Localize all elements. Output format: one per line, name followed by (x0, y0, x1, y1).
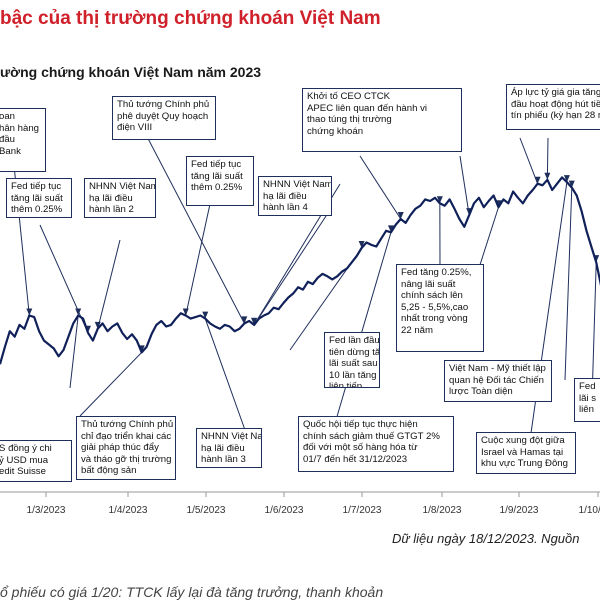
annotation-box: Fed lần đầu tiên dừng tăng lãi suất sau … (324, 332, 380, 388)
x-tick-label: 1/5/2023 (187, 505, 226, 516)
annotation-box: Áp lực tỷ giá gia tăng đầu hoạt động hút… (506, 84, 600, 130)
annotation-box: oan hân hàng đầu Bank (0, 108, 46, 172)
leader-line (185, 203, 211, 316)
leader-line (129, 103, 245, 324)
x-tick-label: 1/9/2023 (500, 505, 539, 516)
x-tick-label: 1/4/2023 (109, 505, 148, 516)
source-note: Dữ liệu ngày 18/12/2023. Nguồn (392, 531, 580, 546)
leader-arrowhead (75, 308, 82, 316)
x-tick-label: 1/8/2023 (423, 505, 462, 516)
leader-arrowhead (358, 241, 365, 249)
leader-line (519, 137, 539, 184)
leader-line (69, 315, 79, 389)
annotation-leaders (9, 103, 600, 441)
annotation-box: S đồng ý chi ỷ USD mua edit Suisse (0, 440, 72, 482)
leader-arrowhead (182, 308, 189, 316)
annotation-box: Quốc hội tiếp tục thực hiện chính sách g… (298, 416, 454, 472)
x-tick-label: 1/6/2023 (265, 505, 304, 516)
leader-arrowhead (26, 308, 33, 316)
leader-line (359, 155, 402, 220)
x-tick-labels: 1/3/2023 1/4/2023 1/5/2023 1/6/2023 1/7/2023… (27, 505, 600, 516)
annotation-box: Cuộc xung đột giữa Israel và Hamas tại k… (476, 432, 576, 474)
leader-arrowhead (94, 321, 101, 329)
annotation-box: NHNN Việt Nam hạ lãi điều hành lần 2 (84, 178, 156, 218)
x-tick-label: 1/7/2023 (343, 505, 382, 516)
annotation-box: Fed tăng 0.25%, nâng lãi suất chính sách… (396, 264, 484, 352)
leader-arrowhead (251, 317, 258, 325)
annotation-box: NHNN Việt Nam hạ lãi điều hành lần 3 (196, 428, 262, 468)
annotation-box: Khởi tố CEO CTCK APEC liên quan đến hành… (302, 88, 462, 152)
annotation-box: Thủ tướng Chính phủ phê duyệt Quy hoạch … (112, 96, 216, 140)
leader-line (97, 239, 121, 329)
annotation-box: NHNN Việt Nam hạ lãi điều hành lần 4 (258, 176, 332, 216)
leader-arrowhead (202, 311, 209, 319)
leader-arrowhead (436, 196, 443, 204)
x-tick-label: 1/10/202 (579, 505, 600, 516)
leader-arrowhead (387, 225, 394, 233)
leader-arrowhead (563, 175, 570, 183)
leader-line (335, 232, 392, 421)
page-heading: bậc của thị trường chứng khoán Việt Nam (0, 8, 381, 29)
leader-line (253, 209, 331, 326)
chart-title: ường chứng khoán Việt Nam năm 2023 (0, 64, 262, 80)
annotation-box: Fed tiếp tục tăng lãi suất thêm 0.25% (186, 156, 254, 206)
leader-line (79, 352, 143, 417)
leader-arrowhead (241, 316, 248, 324)
leader-line (204, 318, 246, 431)
leader-arrowhead (544, 172, 551, 180)
leader-line (39, 224, 89, 333)
annotation-box: Thủ tướng Chính phủ chỉ đạo triển khai c… (76, 416, 176, 480)
series-line (0, 176, 600, 365)
bottom-caption: ổ phiếu có giá 1/20: TTCK lấy lại đà tăn… (0, 584, 384, 600)
annotation-box: Fed tiếp tục tăng lãi suất thêm 0.25% (6, 178, 72, 218)
leader-arrowhead (397, 212, 404, 219)
annotation-box: Việt Nam - Mỹ thiết lập quan hệ Đối tác … (444, 360, 552, 402)
annotation-box: Fed lãi s liên (574, 378, 600, 422)
leader-line (564, 187, 573, 381)
x-tick-label: 1/3/2023 (27, 505, 66, 516)
leader-arrowhead (568, 180, 575, 188)
leader-line (459, 155, 470, 216)
leader-line (591, 262, 597, 401)
leader-arrowhead (534, 176, 541, 184)
